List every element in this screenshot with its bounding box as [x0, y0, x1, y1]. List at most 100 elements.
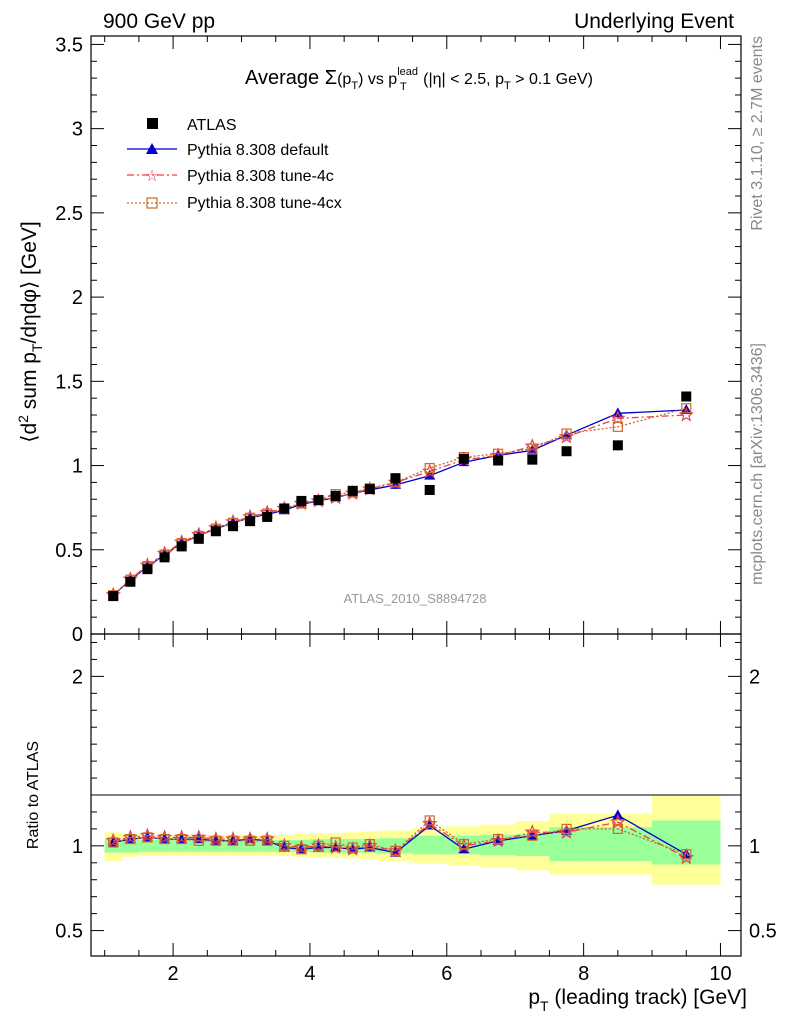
x-tick-label: 10	[709, 963, 731, 985]
ratio-point-pythia-8-308-tune-4cx	[296, 844, 307, 855]
title-pt: (p	[337, 71, 351, 88]
ratio-point-pythia-8-308-tune-4cx	[313, 840, 324, 851]
atlas-data-point	[227, 521, 238, 532]
atlas-data-point	[210, 526, 221, 537]
ratio-point-pythia-8-308-tune-4cx	[458, 839, 469, 850]
ratio-point-pythia-8-308-tune-4cx	[561, 823, 572, 834]
main-point-pythia-8-308-default	[561, 429, 573, 440]
ratio-point-pythia-8-308-tune-4cx	[364, 839, 375, 850]
ylabel-c: /dηdφ⟩ [GeV]	[18, 221, 41, 343]
ylabel-a: ⟨d	[18, 423, 41, 443]
chart-title: Average Σ(pT) vs plead T (|η| < 2.5, pT >…	[245, 66, 593, 93]
band-inner-bin	[156, 839, 174, 852]
ratio-point-pythia-8-308-tune-4cx	[125, 833, 136, 845]
main-series	[105, 391, 694, 602]
main-y-tick-label: 1	[72, 456, 83, 478]
atlas-data-point	[493, 455, 504, 466]
atlas-data-point	[108, 591, 119, 602]
title-cuts-tail: > 0.1 GeV)	[511, 71, 593, 88]
main-ylabel: ⟨d2 sum pT/dηdφ⟩ [GeV]	[15, 221, 45, 442]
ratio-frame	[90, 633, 742, 957]
ratio-y-tick-label: 1	[72, 836, 83, 858]
main-line-pythia-8-308-tune-4cx	[112, 407, 687, 596]
main-point-pythia-8-308-tune-4cx	[527, 443, 538, 454]
atlas-data-point	[262, 511, 273, 522]
ratio-y-tick-label-right: 0.5	[749, 921, 777, 943]
main-point-pythia-8-308-tune-4c	[610, 410, 626, 425]
atlas-data-point	[458, 453, 469, 464]
ratio-point-pythia-8-308-tune-4cx	[493, 833, 504, 845]
main-y-tick-label: 0.5	[55, 540, 83, 562]
main-point-pythia-8-308-tune-4cx	[612, 421, 623, 432]
ratio-point-pythia-8-308-tune-4cx	[279, 840, 290, 851]
ratio-ylabel: Ratio to ATLAS	[25, 741, 42, 849]
ratio-point-pythia-8-308-tune-4cx	[159, 833, 170, 845]
atlas-data-point	[125, 576, 136, 587]
band-inner-bin	[412, 835, 447, 855]
xlabel-p: p	[528, 986, 540, 1009]
title-pt-sub: T	[351, 80, 358, 92]
atlas-data-point	[561, 446, 572, 457]
axis-ticks: 2 4 6 8 10 0 0.5 1 1.5 2 2.5 3 3.5 0.5 0.5 1 1 2 2	[55, 34, 777, 985]
main-y-tick-label: 2	[72, 287, 83, 309]
legend-atlas-label: ATLAS	[187, 117, 237, 134]
ratio-point-pythia-8-308-tune-4cx	[210, 835, 221, 846]
ratio-point-pythia-8-308-tune-4cx	[108, 837, 119, 848]
band-inner-bin	[173, 839, 191, 852]
legend-default-label: Pythia 8.308 default	[187, 142, 329, 159]
band-inner-bin	[515, 833, 550, 857]
ylabel-sub: T	[29, 343, 45, 352]
ratio-point-pythia-8-308-tune-4c	[524, 824, 541, 839]
legend-atlas-marker	[147, 118, 158, 129]
title-pt-close: )	[358, 71, 363, 88]
title-sigma: Σ	[325, 67, 337, 89]
atlas-data-point	[159, 552, 170, 563]
main-point-pythia-8-308-tune-4cx	[681, 403, 692, 414]
rivet-label: Rivet 3.1.10, ≥ 2.7M events	[749, 36, 766, 231]
xlabel-sub: T	[540, 998, 549, 1014]
title-lead-sub: T	[400, 81, 407, 93]
title-cuts: (|η| < 2.5, p	[419, 71, 504, 88]
atlas-data-point	[245, 516, 256, 527]
atlas-data-point	[313, 495, 324, 506]
ratio-point-pythia-8-308-tune-4cx	[193, 835, 204, 846]
x-tick-label: 8	[578, 963, 589, 985]
legend-tune4cx-marker	[146, 197, 158, 209]
ratio-point-pythia-8-308-tune-4cx	[262, 835, 273, 846]
atlas-data-point	[176, 541, 187, 552]
band-inner-bin	[583, 827, 653, 862]
main-y-tick-label: 2.5	[55, 203, 83, 225]
ratio-point-pythia-8-308-tune-4cx	[142, 832, 153, 843]
title-prefix: Average	[245, 67, 325, 89]
atlas-data-point	[424, 484, 435, 495]
ratio-point-pythia-8-308-tune-4cx	[176, 833, 187, 845]
atlas-data-point	[193, 533, 204, 544]
ylabel-b: sum p	[18, 352, 41, 415]
ratio-point-pythia-8-308-tune-4c	[191, 829, 207, 844]
atlas-data-point	[142, 564, 153, 575]
x-tick-label: 6	[441, 963, 452, 985]
legend-default-marker	[146, 143, 158, 154]
ratio-point-pythia-8-308-tune-4cx	[347, 842, 358, 853]
main-line-pythia-8-308-default	[112, 409, 687, 596]
x-tick-label: 4	[304, 963, 315, 985]
main-point-pythia-8-308-tune-4cx	[424, 462, 435, 474]
ratio-y-tick-label-right: 2	[749, 666, 760, 688]
xlabel: pT (leading track) [GeV]	[528, 986, 747, 1014]
atlas-data-point	[330, 490, 341, 501]
atlas-data-point	[296, 495, 307, 506]
ratio-y-tick-label: 2	[72, 666, 83, 688]
main-y-tick-label: 0	[72, 624, 83, 646]
ratio-point-pythia-8-308-tune-4cx	[527, 830, 538, 841]
legend-tune4cx-label: Pythia 8.308 tune-4cx	[187, 195, 342, 212]
ratio-point-pythia-8-308-tune-4cx	[244, 835, 256, 846]
ratio-point-pythia-8-308-tune-4cx	[424, 815, 435, 826]
atlas-data-point	[390, 473, 401, 484]
ratio-series	[105, 809, 694, 865]
main-y-tick-label: 3	[72, 119, 83, 141]
ratio-y-tick-label-right: 1	[749, 836, 760, 858]
x-tick-label: 2	[168, 963, 179, 985]
legend: ATLAS Pythia 8.308 default ☆ Pythia 8.30…	[127, 117, 342, 212]
ratio-point-pythia-8-308-tune-4cx	[612, 823, 623, 834]
